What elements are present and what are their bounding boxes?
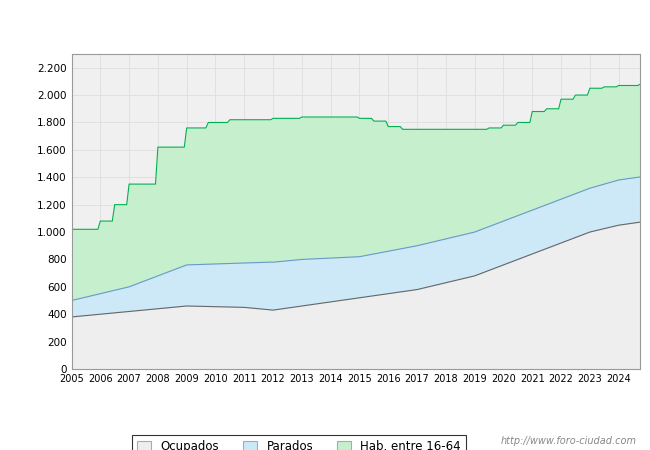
Text: http://www.foro-ciudad.com: http://www.foro-ciudad.com: [501, 436, 637, 446]
Text: Novés - Evolucion de la poblacion en edad de Trabajar Septiembre de 2024: Novés - Evolucion de la poblacion en eda…: [73, 17, 577, 30]
Legend: Ocupados, Parados, Hab. entre 16-64: Ocupados, Parados, Hab. entre 16-64: [132, 435, 466, 450]
